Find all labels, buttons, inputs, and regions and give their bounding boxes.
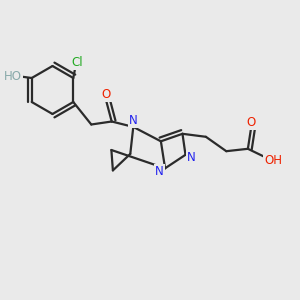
Text: N: N [129, 114, 138, 128]
Text: O: O [102, 88, 111, 101]
Text: O: O [247, 116, 256, 129]
Text: N: N [187, 151, 195, 164]
Text: N: N [155, 165, 164, 178]
Text: HO: HO [4, 70, 22, 83]
Text: OH: OH [264, 154, 282, 167]
Text: Cl: Cl [71, 56, 83, 69]
